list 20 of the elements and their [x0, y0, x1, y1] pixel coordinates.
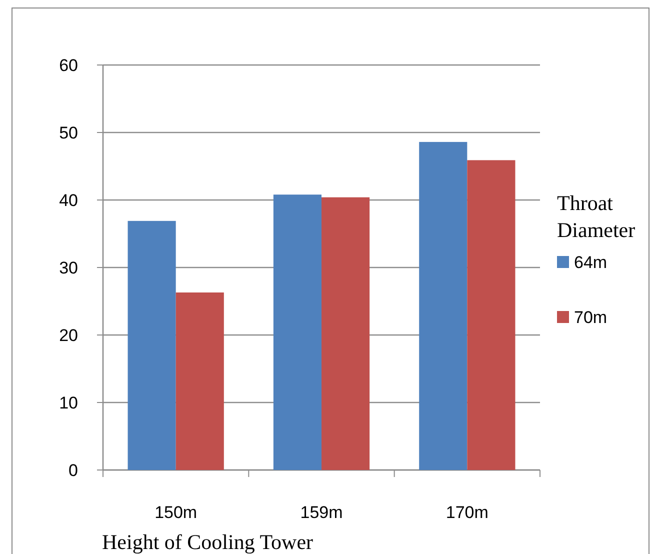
x-tick-label: 150m — [154, 503, 198, 522]
legend-title: Throat Diameter — [557, 191, 636, 242]
x-tick-label: 170m — [446, 503, 488, 522]
bar — [322, 197, 370, 470]
x-axis-title: Height of Cooling Tower — [102, 530, 314, 554]
bar — [467, 160, 516, 470]
bar — [273, 194, 322, 470]
bar — [419, 142, 468, 470]
y-tick-label: 20 — [59, 326, 78, 345]
bar — [176, 292, 224, 470]
x-tick-label: 159m — [300, 503, 343, 522]
y-tick-label: 30 — [59, 258, 78, 278]
y-tick-label: 60 — [59, 56, 78, 75]
y-tick-label: 0 — [68, 460, 78, 480]
legend-label: 70m — [574, 308, 608, 327]
legend-label: 64m — [574, 252, 608, 272]
bar — [128, 220, 176, 470]
y-tick-label: 50 — [59, 123, 78, 142]
y-tick-label: 10 — [59, 393, 78, 412]
y-tick-label: 40 — [59, 190, 78, 210]
